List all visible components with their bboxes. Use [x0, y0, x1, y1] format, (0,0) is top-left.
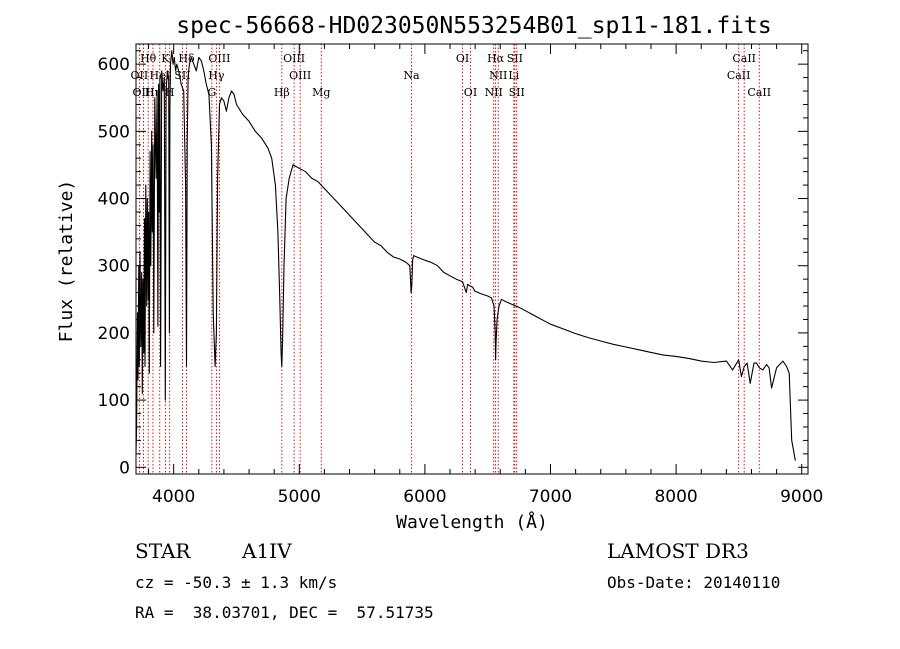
- y-tick-label: 0: [119, 458, 130, 478]
- line-marker-label: Na: [403, 69, 420, 82]
- y-tick-label: 600: [98, 55, 130, 75]
- y-tick-label: 300: [98, 257, 130, 277]
- line-marker-label: CaII: [747, 86, 771, 99]
- line-marker-label: Mg: [312, 86, 330, 99]
- line-marker-label: NII: [485, 86, 503, 99]
- line-marker-label: OII: [131, 69, 149, 82]
- object-class: STAR: [135, 539, 191, 563]
- x-tick-label: 7000: [529, 487, 572, 507]
- x-tick-label: 9000: [780, 487, 823, 507]
- plot-frame: [135, 43, 809, 475]
- spectrum-line: [135, 50, 796, 461]
- survey-name: LAMOST DR3: [607, 539, 749, 563]
- line-marker-label: G: [207, 86, 216, 99]
- line-marker-label: OIII: [208, 52, 230, 65]
- line-marker-label: OIII: [283, 52, 305, 65]
- x-axis-label: Wavelength (Å): [396, 511, 548, 533]
- line-marker-label: Hδ: [178, 52, 195, 65]
- y-tick-label: 200: [98, 324, 130, 344]
- line-marker-label: CaII: [727, 69, 751, 82]
- x-tick-label: 5000: [278, 487, 321, 507]
- object-subclass: A1IV: [242, 539, 292, 563]
- redshift-readout: cz = -50.3 ± 1.3 km/s: [135, 573, 338, 592]
- line-marker-label: SII: [507, 52, 523, 65]
- axes-layer: 4000 5000 6000 7000 8000 9000 0 100 200 300 400 500…: [98, 44, 823, 507]
- line-marker-label: Li: [508, 69, 519, 82]
- line-marker-label: Hθ: [140, 52, 157, 65]
- line-marker-label: OIII: [133, 86, 155, 99]
- spectrum-layer: [135, 50, 796, 461]
- line-marker-label: Hβ: [274, 86, 290, 99]
- coordinates-readout: RA = 38.03701, DEC = 57.51735: [135, 603, 434, 622]
- line-marker-label: OI: [456, 52, 469, 65]
- line-marker-label: Hα: [487, 52, 505, 65]
- observation-date: Obs-Date: 20140110: [607, 573, 781, 592]
- line-marker-label: NII: [489, 69, 507, 82]
- y-tick-label: 100: [98, 391, 130, 411]
- line-marker-label: OI: [464, 86, 477, 99]
- line-marker-label: Hγ: [208, 69, 225, 82]
- x-tick-label: 4000: [152, 487, 195, 507]
- x-tick-label: 8000: [654, 487, 697, 507]
- line-marker-label: OIII: [289, 69, 311, 82]
- y-tick-label: 500: [98, 122, 130, 142]
- y-axis-label: Flux (relative): [56, 180, 77, 343]
- chart-title: spec-56668-HD023050N553254B01_sp11-181.f…: [176, 13, 771, 39]
- x-tick-label: 6000: [403, 487, 446, 507]
- line-marker-label: SII: [509, 86, 525, 99]
- line-marker-label: K: [161, 52, 170, 65]
- y-tick-label: 400: [98, 190, 130, 210]
- line-marker-label: CaII: [732, 52, 756, 65]
